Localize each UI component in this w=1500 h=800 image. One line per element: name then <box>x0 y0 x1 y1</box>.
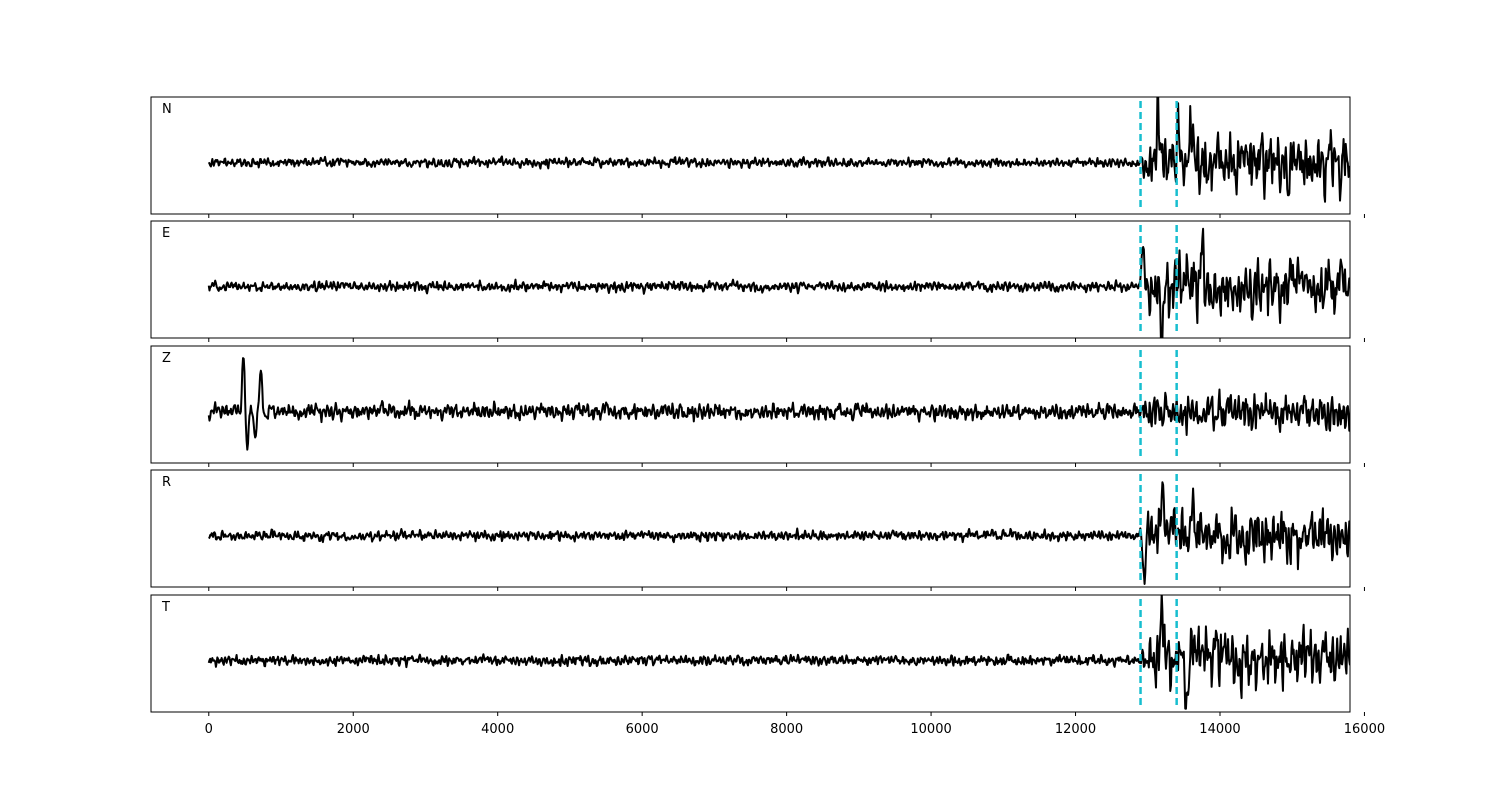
panel-label: E <box>162 226 170 241</box>
panel-frame <box>150 345 1351 464</box>
waveform-t <box>207 595 1350 710</box>
x-tick-label: 4000 <box>481 722 514 737</box>
waveform-z <box>207 357 1350 451</box>
panel-z: Z <box>150 345 1365 467</box>
panel-r: R <box>150 469 1365 591</box>
panel-frame <box>150 220 1351 339</box>
x-tick-label: 8000 <box>770 722 803 737</box>
panel-n: N <box>150 96 1365 218</box>
x-tick-label: 0 <box>205 722 213 737</box>
waveform-n <box>207 97 1350 203</box>
panel-t: T <box>150 594 1365 716</box>
panel-label: T <box>161 600 170 615</box>
x-tick-label: 14000 <box>1199 722 1240 737</box>
waveform-e <box>207 227 1350 338</box>
panel-label: R <box>162 475 171 490</box>
x-tick-label: 12000 <box>1055 722 1096 737</box>
x-tick-label: 10000 <box>910 722 951 737</box>
waveform-r <box>208 481 1350 585</box>
panel-frame <box>150 469 1351 588</box>
x-tick-label: 2000 <box>337 722 370 737</box>
x-tick-label: 16000 <box>1344 722 1385 737</box>
x-tick-label: 6000 <box>626 722 659 737</box>
panel-frame <box>150 594 1351 713</box>
panel-label: N <box>162 102 172 117</box>
panel-label: Z <box>162 351 171 366</box>
panel-e: E <box>150 220 1365 342</box>
panel-frame <box>150 96 1351 215</box>
